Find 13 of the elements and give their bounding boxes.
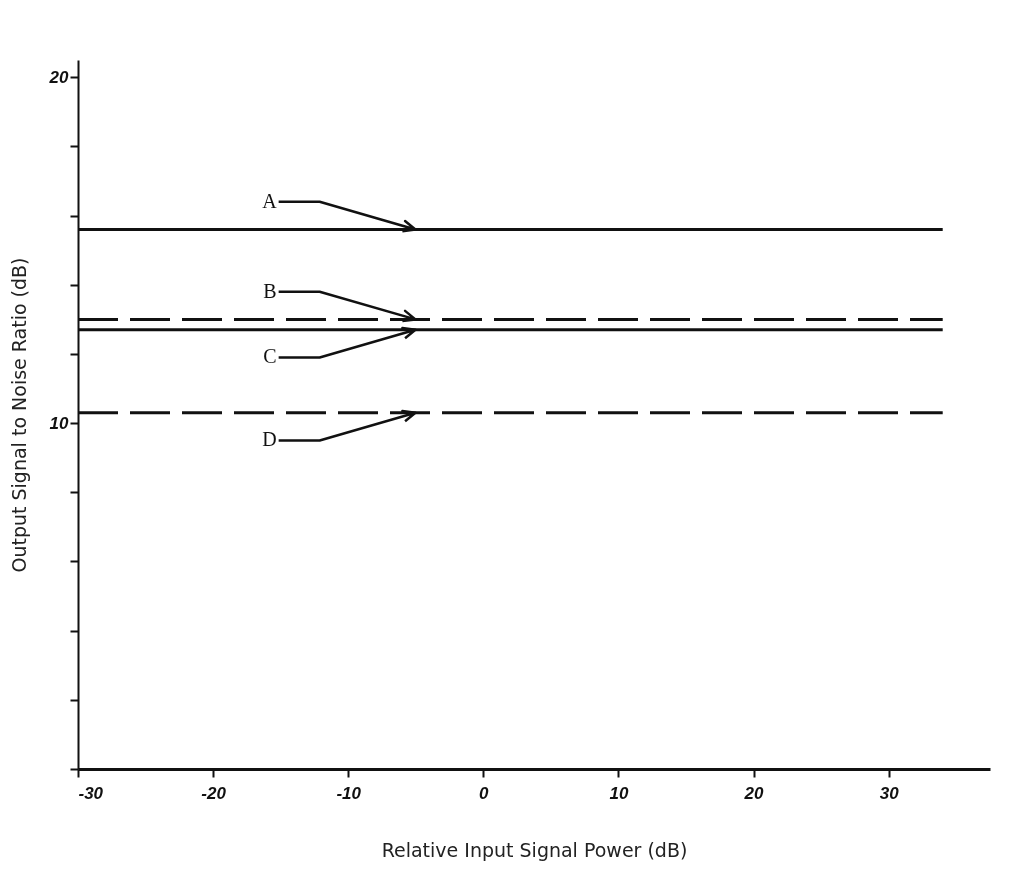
series-label: D <box>262 428 277 451</box>
series-label: A <box>262 189 278 212</box>
x-tick-label: -30 <box>78 783 104 803</box>
y-axis-title: Output Signal to Noise Ratio (dB) <box>7 257 30 573</box>
x-tick-label: 0 <box>479 783 490 803</box>
x-axis-title: Relative Input Signal Power (dB) <box>381 838 688 861</box>
x-tick-label: 20 <box>743 783 765 803</box>
x-tick-label: 30 <box>879 783 900 803</box>
x-tick-label: 10 <box>609 783 629 803</box>
series-label: C <box>263 345 277 368</box>
x-tick-label: -20 <box>201 783 227 803</box>
x-tick-label: -10 <box>336 783 362 803</box>
series-label: B <box>263 279 277 302</box>
